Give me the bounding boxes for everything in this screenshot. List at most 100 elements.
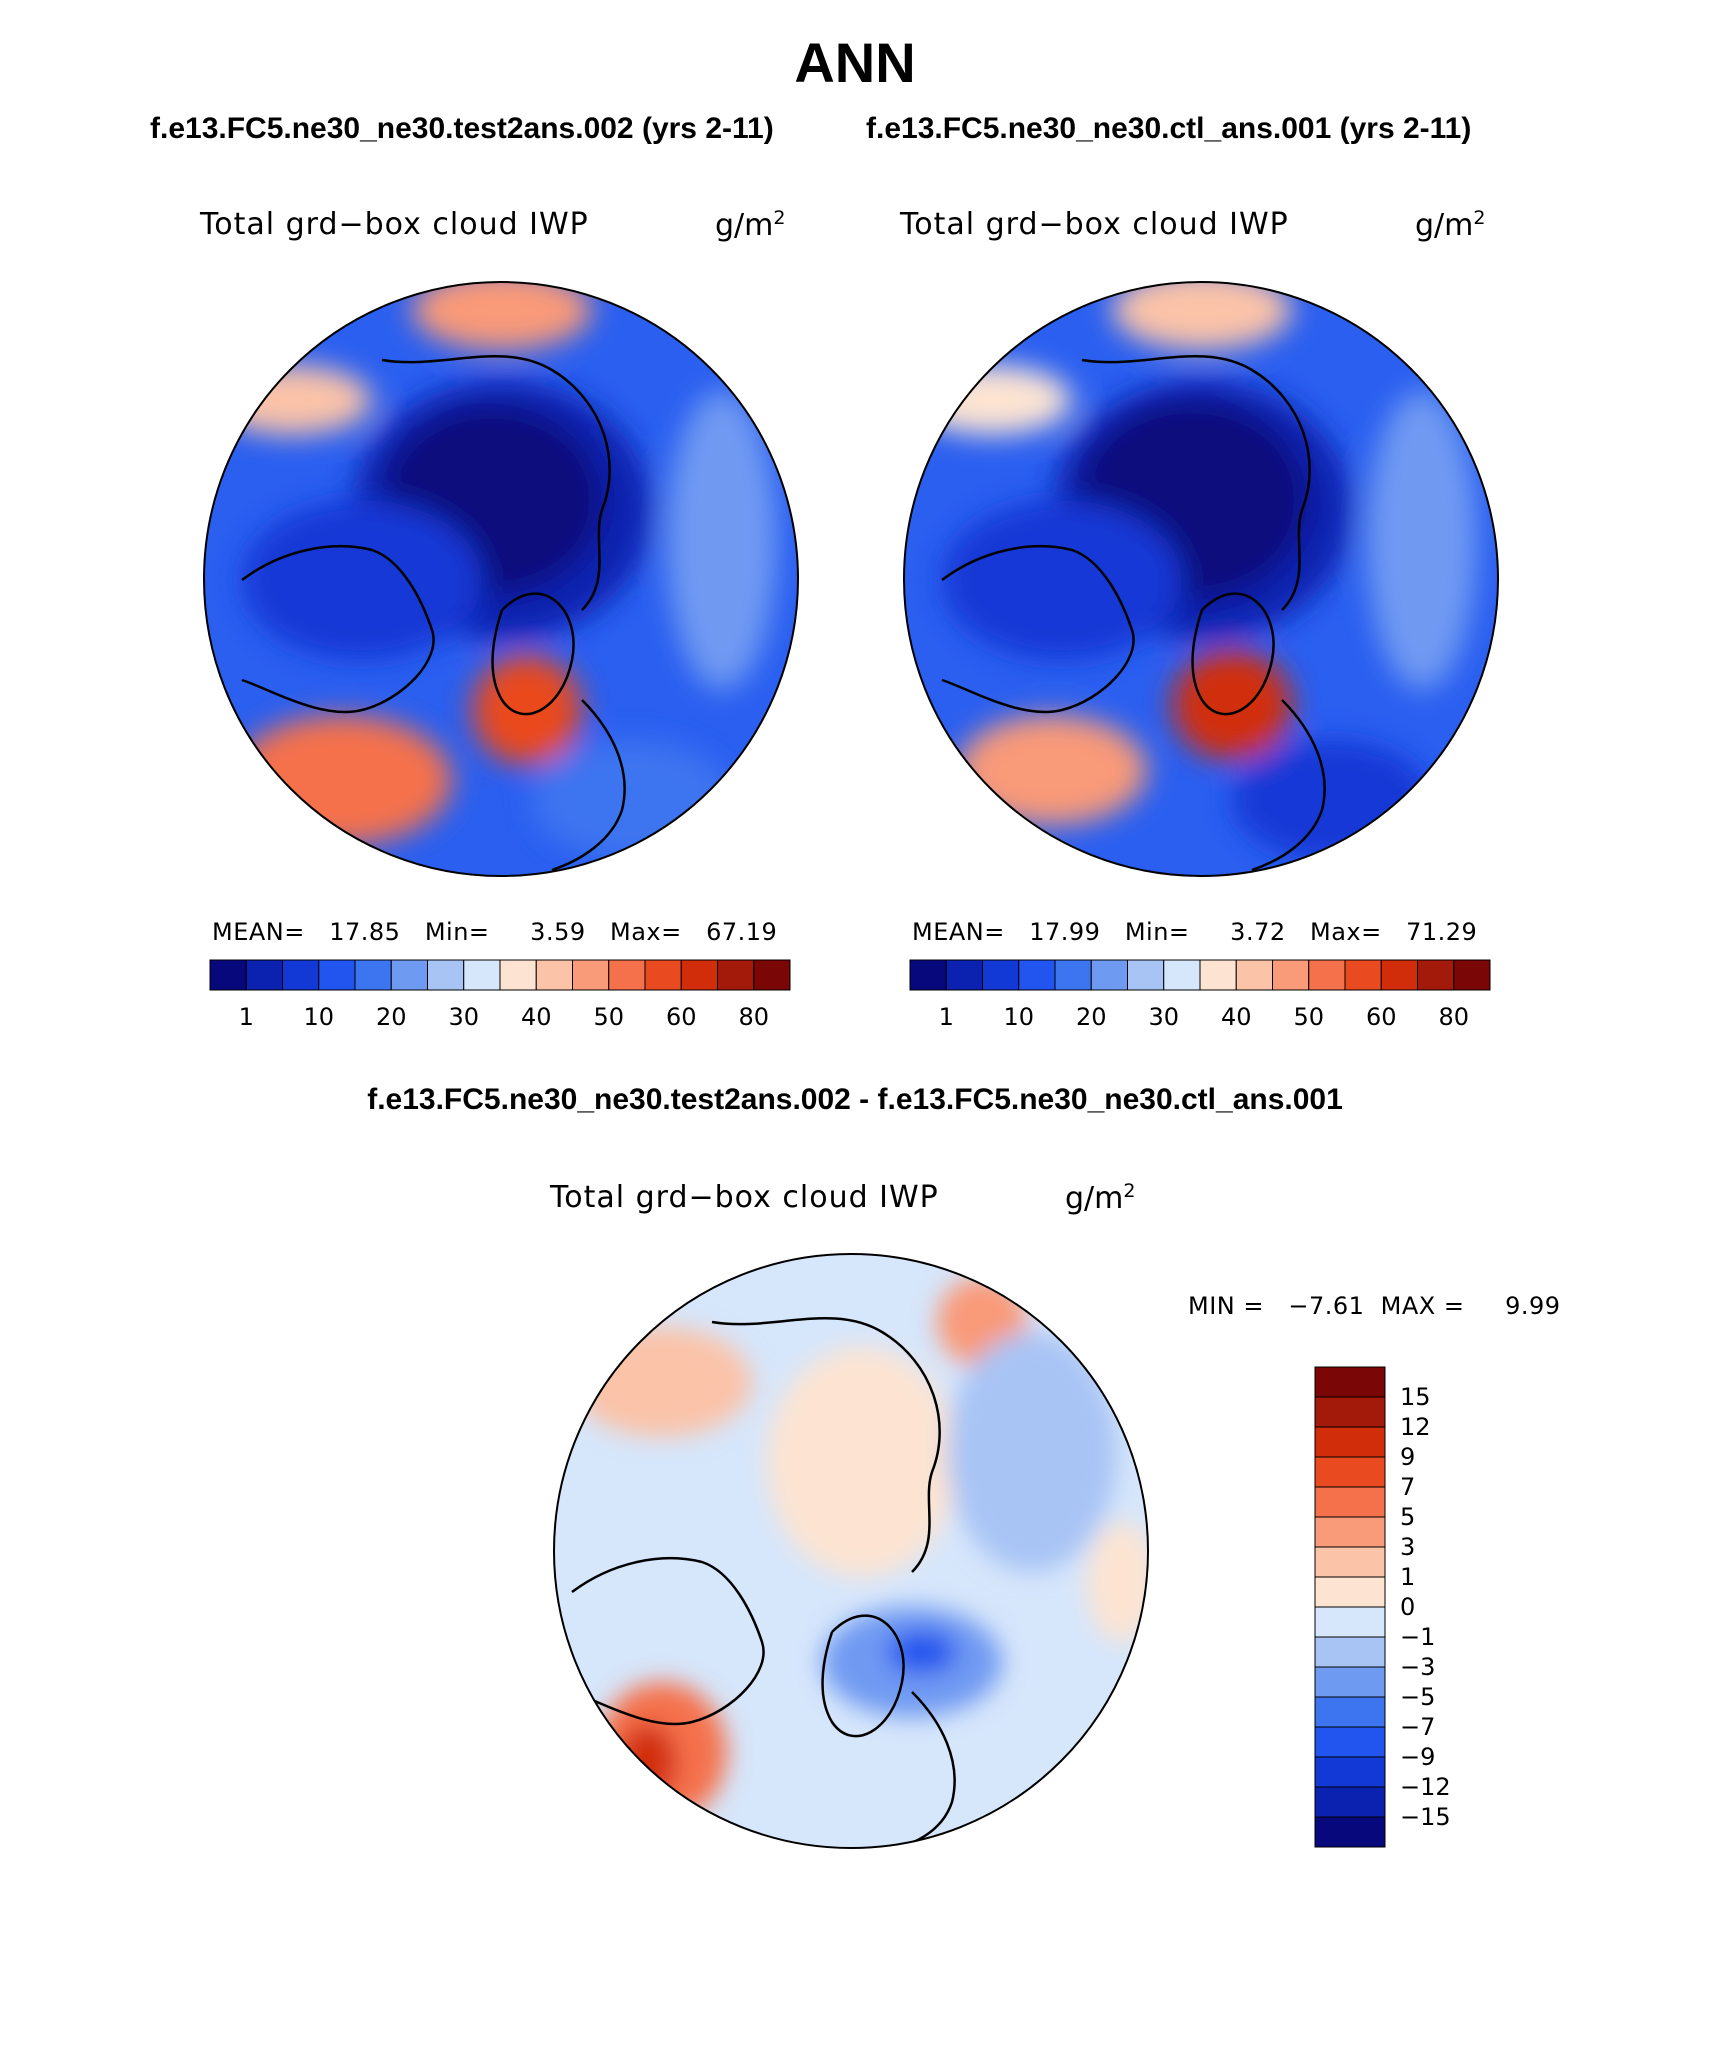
panel2-colorbar-tick-label: 40 xyxy=(1220,1003,1252,1031)
panel2-colorbar-box xyxy=(945,959,983,991)
panel1-colorbar-box xyxy=(427,959,465,991)
panel1-colorbar-box xyxy=(608,959,646,991)
panel3-pacific-positive-region xyxy=(572,1327,752,1437)
panel2-europe-low-region xyxy=(1232,740,1432,860)
panel1-canada-low-region xyxy=(242,500,482,660)
panel3-colorbar-tick-label: −9 xyxy=(1400,1743,1436,1771)
panel1-colorbar-box xyxy=(209,959,247,991)
panel3-east-positive-region xyxy=(1087,1522,1148,1642)
panel1-colorbar xyxy=(209,959,791,991)
panel1-colorbar-box xyxy=(499,959,537,991)
panel3-arctic-positive-region xyxy=(767,1347,957,1577)
panel1-colorbar-box xyxy=(390,959,428,991)
panel1-colorbar-box xyxy=(644,959,682,991)
panel2-colorbar-box xyxy=(1272,959,1310,991)
panel2-greenland-high-region xyxy=(1172,650,1292,760)
panel3-colorbar-tick-label: 3 xyxy=(1400,1533,1416,1561)
panel2-unit: g/m2 xyxy=(1415,207,1486,243)
panel3-colorbar-box xyxy=(1314,1726,1386,1758)
panel3-colorbar-tick-label: −7 xyxy=(1400,1713,1436,1741)
panel1-asia-high-region xyxy=(412,282,592,350)
panel3-colorbar-box xyxy=(1314,1756,1386,1788)
panel3-north-america-coastline xyxy=(571,1557,765,1726)
left-case-subtitle: f.e13.FC5.ne30_ne30.test2ans.002 (yrs 2-… xyxy=(150,112,774,145)
panel3-colorbar-box xyxy=(1314,1546,1386,1578)
panel1-colorbar-tick-label: 50 xyxy=(593,1003,625,1031)
panel3-colorbar-tick-label: 9 xyxy=(1400,1443,1416,1471)
panel3-colorbar-tick-label: −5 xyxy=(1400,1683,1436,1711)
panel2-colorbar-box xyxy=(982,959,1020,991)
panel2-colorbar-box xyxy=(909,959,947,991)
panel2-europe-coastline xyxy=(1251,699,1326,872)
panel3-colorbar-tick-label: −3 xyxy=(1400,1653,1436,1681)
panel3-atlantic-max-region xyxy=(617,1724,677,1800)
panel3-colorbar-box xyxy=(1314,1786,1386,1818)
panel2-north-america-coastline xyxy=(941,545,1135,714)
panel1-colorbar-tick-label: 80 xyxy=(738,1003,770,1031)
panel3-polar-map xyxy=(553,1253,1149,1849)
panel1-colorbar-tick-label: 1 xyxy=(238,1003,254,1031)
right-case-subtitle: f.e13.FC5.ne30_ne30.ctl_ans.001 (yrs 2-1… xyxy=(866,112,1472,145)
panel3-colorbar-tick-label: 5 xyxy=(1400,1503,1416,1531)
panel1-pacific-high-region xyxy=(212,365,372,435)
panel3-colorbar-box xyxy=(1314,1486,1386,1518)
panel1-greenland-high-region xyxy=(472,655,582,765)
panel1-statistics: MEAN= 17.85 Min= 3.59 Max= 67.19 xyxy=(212,918,778,946)
panel3-colorbar-box xyxy=(1314,1576,1386,1608)
panel1-colorbar-box xyxy=(354,959,392,991)
panel2-colorbar-box xyxy=(1127,959,1165,991)
panel2-atlantic-high-region xyxy=(957,715,1147,825)
panel1-europe-coastline xyxy=(551,699,626,872)
panel1-colorbar-tick-label: 30 xyxy=(448,1003,480,1031)
panel2-colorbar-box xyxy=(1090,959,1128,991)
panel2-colorbar-box xyxy=(1199,959,1237,991)
panel3-variable-title: Total grd−box cloud IWP xyxy=(550,1180,939,1215)
panel3-colorbar-tick-label: 15 xyxy=(1400,1383,1431,1411)
panel2-colorbar-box xyxy=(1054,959,1092,991)
panel2-colorbar-box xyxy=(1417,959,1455,991)
panel3-colorbar-tick-label: 1 xyxy=(1400,1563,1416,1591)
panel1-eurasia-coastline xyxy=(381,355,611,611)
panel2-colorbar-box xyxy=(1235,959,1273,991)
panel2-canada-low-region xyxy=(942,500,1182,660)
panel1-greenland-coastline xyxy=(491,592,575,716)
panel2-pacific-moderate-region xyxy=(1367,390,1477,690)
panel1-north-america-coastline xyxy=(241,545,435,714)
panel2-eurasia-coastline xyxy=(1081,355,1311,611)
panel3-colorbar-tick-label: −1 xyxy=(1400,1623,1436,1651)
panel2-colorbar-tick-label: 20 xyxy=(1075,1003,1107,1031)
panel1-colorbar-box xyxy=(717,959,755,991)
panel2-colorbar-box xyxy=(1380,959,1418,991)
panel3-colorbar-box xyxy=(1314,1366,1386,1398)
panel1-colorbar-box xyxy=(318,959,356,991)
panel2-polar-map xyxy=(903,281,1499,877)
panel2-statistics: MEAN= 17.99 Min= 3.72 Max= 71.29 xyxy=(912,918,1478,946)
panel2-asia-high-region xyxy=(1112,282,1292,350)
panel3-colorbar-box xyxy=(1314,1606,1386,1638)
panel3-colorbar-tick-label: −12 xyxy=(1400,1773,1451,1801)
panel3-colorbar-box xyxy=(1314,1426,1386,1458)
panel1-colorbar-box xyxy=(282,959,320,991)
difference-subtitle: f.e13.FC5.ne30_ne30.test2ans.002 - f.e13… xyxy=(367,1083,1343,1116)
panel3-map-border xyxy=(553,1253,1149,1849)
panel2-colorbar-box xyxy=(1308,959,1346,991)
panel3-statistics: MIN = −7.61 MAX = 9.99 xyxy=(1188,1292,1561,1320)
panel3-colorbar-box xyxy=(1314,1666,1386,1698)
panel1-colorbar-box xyxy=(245,959,283,991)
panel2-colorbar-tick-label: 10 xyxy=(1003,1003,1035,1031)
panel2-pacific-high-region xyxy=(912,365,1072,435)
panel2-colorbar-labels: 1 10 20 30 40 50 60 80 xyxy=(910,1003,1490,1033)
panel1-colorbar-tick-label: 60 xyxy=(665,1003,697,1031)
panel1-colorbar-tick-label: 10 xyxy=(303,1003,335,1031)
panel1-pacific-moderate-region xyxy=(667,390,777,690)
panel2-greenland-coastline xyxy=(1191,592,1275,716)
panel3-colorbar-box xyxy=(1314,1696,1386,1728)
panel2-variable-title: Total grd−box cloud IWP xyxy=(900,207,1289,242)
panel1-colorbar-box xyxy=(680,959,718,991)
panel1-colorbar-box xyxy=(753,959,791,991)
panel1-colorbar-tick-label: 40 xyxy=(520,1003,552,1031)
panel1-unit: g/m2 xyxy=(715,207,786,243)
panel2-colorbar-box xyxy=(1453,959,1491,991)
panel2-map-border xyxy=(903,281,1499,877)
panel3-colorbar-box xyxy=(1314,1816,1386,1848)
